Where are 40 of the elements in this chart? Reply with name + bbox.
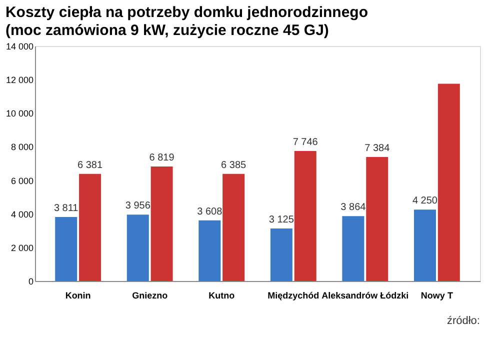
bar [414, 210, 436, 281]
bar [150, 166, 173, 281]
y-tick-label: 6 000 [10, 176, 34, 186]
x-tick-label: Aleksandrów Łódzki [322, 290, 409, 300]
data-label: 6 819 [149, 152, 175, 164]
bar [438, 84, 460, 281]
bar [270, 228, 292, 281]
data-label: 3 956 [125, 200, 151, 212]
y-tick-label: 14 000 [6, 42, 34, 52]
data-label: 3 125 [268, 214, 294, 226]
bar [342, 216, 364, 281]
y-tick-label: 8 000 [10, 142, 34, 152]
data-label: 3 811 [54, 203, 79, 214]
x-tick-label: Nowy T [420, 290, 454, 300]
x-tick-label: Kutno [208, 290, 236, 300]
y-tick-label: 10 000 [6, 108, 34, 119]
y-tick-label: 12 000 [6, 75, 34, 86]
data-label: 7 384 [364, 143, 390, 154]
text: źródło: [446, 315, 480, 327]
data-label: 3 608 [197, 206, 223, 218]
y-tick-label: 2 000 [10, 242, 34, 253]
bar [198, 220, 221, 281]
data-label: 7 746 [292, 136, 318, 148]
x-tick-label: Gniezno [132, 290, 168, 300]
data-label: 3 864 [340, 202, 366, 214]
y-tick-label: 4 000 [10, 209, 34, 220]
bar [294, 150, 316, 281]
bar [79, 174, 102, 281]
x-tick-label: Konin [65, 290, 91, 300]
data-label: 6 381 [78, 160, 103, 171]
chart-title: Koszty ciepła na potrzeby domku jednorodzinnego [5, 4, 368, 21]
bar [222, 174, 245, 281]
bar [366, 157, 388, 281]
data-label: 6 385 [221, 160, 247, 171]
chart-subtitle: (moc zamówiona 9 kW, zużycie roczne 45 GJ) [5, 22, 329, 39]
x-tick-label: Międzychód [268, 290, 320, 300]
bar [126, 214, 149, 281]
bar [55, 217, 78, 281]
y-tick-label: 0 [28, 276, 34, 286]
data-label: 4 250 [412, 196, 438, 207]
